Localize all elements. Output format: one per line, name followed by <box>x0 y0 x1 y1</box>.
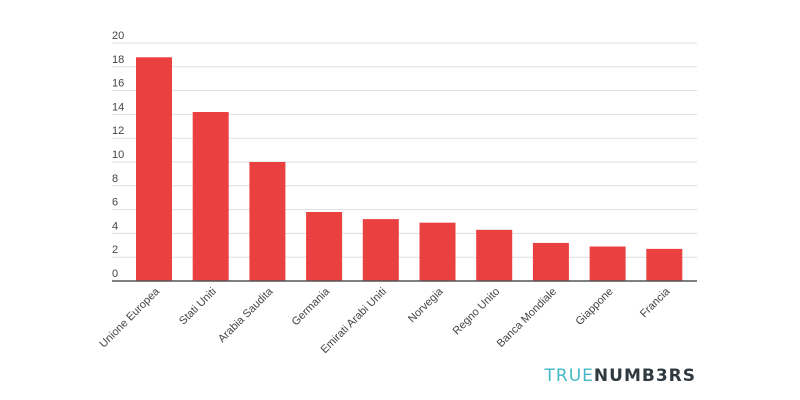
bar <box>532 242 569 281</box>
y-tick-label: 4 <box>112 220 118 232</box>
x-category-label: Stati Uniti <box>177 286 219 328</box>
y-tick-label: 8 <box>112 173 118 185</box>
bar <box>249 162 286 281</box>
y-tick-label: 20 <box>112 30 124 42</box>
y-tick-label: 18 <box>112 54 124 66</box>
y-tick-label: 6 <box>112 197 118 209</box>
y-axis-ticks: 0 2 4 6 8 10 12 14 16 18 20 <box>112 30 124 280</box>
bar <box>646 248 683 281</box>
bar <box>192 112 229 282</box>
brand-logo-part2: NUMB3RS <box>593 366 696 386</box>
y-tick-label: 16 <box>112 78 124 90</box>
y-tick-label: 12 <box>112 125 124 137</box>
x-category-label: Giappone <box>573 286 615 328</box>
bar <box>306 211 343 281</box>
bar <box>362 219 399 281</box>
x-category-label: Arabia Saudita <box>216 285 276 345</box>
y-tick-label: 0 <box>112 268 118 280</box>
x-category-label: Francia <box>638 285 673 320</box>
x-category-label: Germania <box>290 285 333 328</box>
bars <box>136 57 683 282</box>
brand-logo-part1: TRUE <box>544 366 594 386</box>
x-category-label: Regno Unito <box>451 286 503 338</box>
bar <box>589 246 626 281</box>
y-tick-label: 14 <box>112 101 124 113</box>
brand-logo: TRUENUMB3RS <box>545 366 696 386</box>
y-tick-label: 10 <box>112 149 124 161</box>
x-category-label: Unione Europea <box>97 285 162 350</box>
bar <box>419 222 456 281</box>
bar <box>476 229 513 281</box>
x-category-label: Banca Mondiale <box>495 286 559 350</box>
y-tick-label: 2 <box>112 244 118 256</box>
bar <box>136 57 172 281</box>
x-category-label: Norvegia <box>406 285 446 325</box>
